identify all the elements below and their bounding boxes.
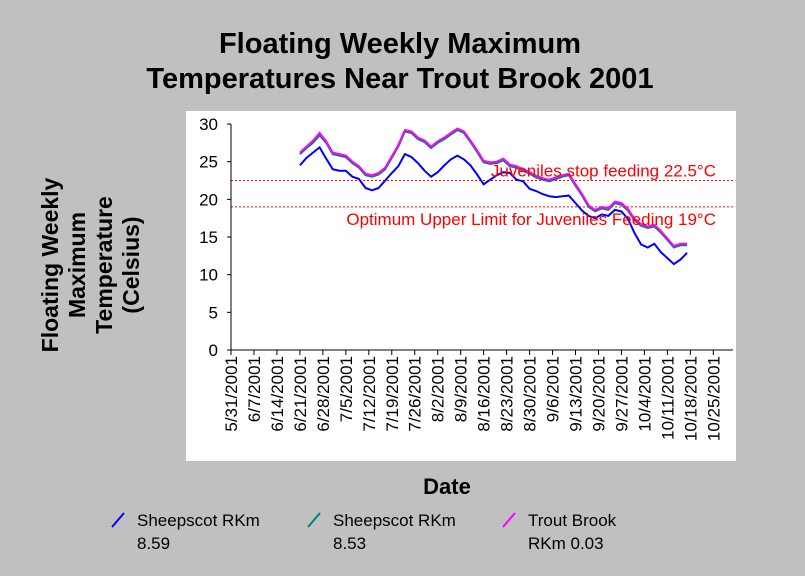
x-tick-label: 8/2/2001 — [429, 356, 448, 422]
y-tick-label: 10 — [199, 266, 218, 285]
reference-line-labels: Juveniles stop feeding 22.5°C Optimum Upp… — [346, 162, 716, 229]
x-tick-label: 9/6/2001 — [544, 356, 563, 422]
x-tick-label: 9/27/2001 — [612, 356, 631, 432]
series-layer — [299, 127, 688, 266]
x-tick-label: 9/20/2001 — [589, 356, 608, 432]
y-axis-label-line-4: (Celsius) — [118, 216, 144, 313]
x-tick-label: 5/31/2001 — [222, 356, 241, 432]
series-line — [299, 145, 688, 266]
x-tick-label: 6/7/2001 — [245, 356, 264, 422]
legend-swatch — [307, 512, 321, 528]
legend: Sheepscot RKm 8.59 Sheepscot RKm 8.53 Trout … — [111, 511, 617, 553]
y-tick-label: 0 — [209, 341, 218, 360]
x-tick-label: 6/14/2001 — [268, 356, 287, 432]
x-tick-label: 10/11/2001 — [658, 356, 677, 440]
plot-background — [186, 111, 736, 461]
y-axis-label: Floating Weekly Maximum Temperature (Cel… — [37, 177, 144, 352]
legend-swatch — [111, 512, 125, 528]
chart-title-line-2: Temperatures Near Trout Brook 2001 — [146, 63, 653, 95]
chart-title-line-1: Floating Weekly Maximum — [219, 28, 581, 60]
legend-label-line-2: RKm 0.03 — [528, 534, 604, 553]
y-axis-label-line-1: Floating Weekly — [37, 177, 63, 352]
x-tick-label: 6/28/2001 — [314, 356, 333, 432]
x-tick-label: 8/23/2001 — [498, 356, 517, 432]
x-tick-label: 8/16/2001 — [475, 356, 494, 432]
x-tick-label: 10/18/2001 — [681, 356, 700, 441]
x-tick-label: 10/4/2001 — [635, 356, 654, 432]
x-tick-label: 7/12/2001 — [360, 356, 379, 432]
y-tick-label: 15 — [199, 228, 218, 247]
x-tick-label: 8/30/2001 — [521, 356, 540, 432]
y-axis-label-line-2: Maximum — [64, 212, 90, 318]
legend-swatch — [502, 512, 516, 528]
x-tick-label: 7/26/2001 — [406, 356, 425, 432]
y-tick-label: 30 — [199, 115, 218, 134]
legend-label-line-2: 8.59 — [137, 534, 170, 553]
y-tick-label: 20 — [199, 190, 218, 209]
x-axis-label: Date — [423, 474, 471, 499]
y-axis-label-line-3: Temperature — [91, 196, 117, 334]
x-tick-label: 8/9/2001 — [452, 356, 471, 422]
x-tick-label: 6/21/2001 — [291, 356, 310, 432]
x-tick-label: 9/13/2001 — [567, 356, 586, 432]
reference-line-label: Optimum Upper Limit for Juveniles Feedin… — [346, 210, 716, 229]
legend-label-line-1: Sheepscot RKm — [137, 511, 260, 530]
series-line — [299, 127, 688, 248]
x-tick-label: 7/5/2001 — [337, 356, 356, 422]
reference-line-label: Juveniles stop feeding 22.5°C — [491, 162, 716, 181]
x-tick-label: 7/19/2001 — [383, 356, 402, 432]
y-tick-label: 5 — [209, 303, 218, 322]
x-tick-label: 10/25/2001 — [704, 356, 723, 441]
legend-label-line-2: 8.53 — [333, 534, 366, 553]
y-tick-label: 25 — [199, 153, 218, 172]
legend-label-line-1: Sheepscot RKm — [333, 511, 456, 530]
legend-label-line-1: Trout Brook — [528, 511, 617, 530]
